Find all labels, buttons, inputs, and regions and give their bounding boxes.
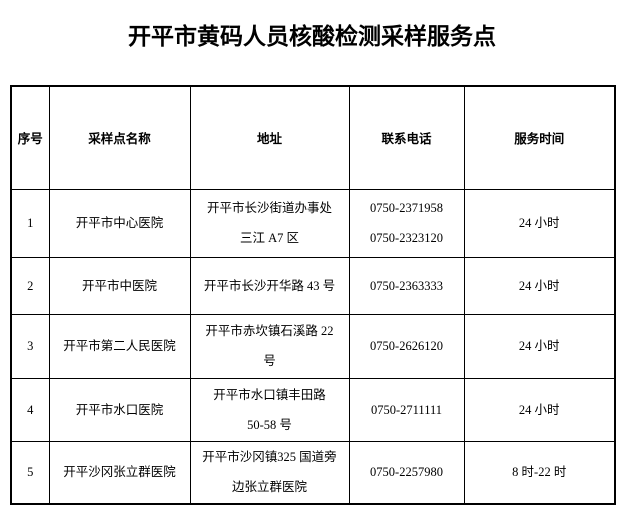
cell-contact-phone: 0750-2626120 — [348, 313, 465, 379]
cell-contact-phone-line: 0750-2257980 — [370, 465, 443, 480]
cell-serial-number-line: 5 — [27, 465, 34, 480]
cell-serial-number-line: 4 — [27, 402, 34, 417]
cell-serial-number: 5 — [10, 440, 50, 505]
cell-address: 开平市长沙街道办事处 三江 A7 区 — [189, 188, 350, 258]
cell-contact-phone: 0750-2711111 — [348, 377, 465, 442]
sampling-points-table: 序号 采样点名称 地址 联系电话 服务时间 1 开平市中心医院 开平市长沙街道办事处… — [10, 85, 616, 505]
cell-contact-phone: 0750-2363333 — [348, 256, 465, 315]
cell-address-line: 开平市沙冈镇325 国道旁 — [202, 450, 337, 465]
cell-contact-phone: 0750-2257980 — [348, 440, 465, 505]
cell-serial-number-line: 1 — [27, 216, 34, 230]
cell-serial-number: 2 — [10, 256, 50, 315]
table-row: 1 开平市中心医院 开平市长沙街道办事处 三江 A7 区 0750-2371958 075… — [10, 188, 616, 258]
cell-service-hours: 24 小时 — [463, 313, 616, 379]
page-title: 开平市黄码人员核酸检测采样服务点 — [128, 24, 496, 49]
cell-service-hours-line: 24 小时 — [518, 216, 560, 230]
cell-sampling-point-name: 开平沙冈张立群医院 — [48, 440, 191, 505]
cell-serial-number: 4 — [10, 377, 50, 442]
cell-sampling-point-name: 开平市第二人民医院 — [48, 313, 191, 379]
header-contact-phone: 联系电话 — [348, 85, 465, 190]
cell-contact-phone-line: 0750-2323120 — [370, 231, 443, 245]
cell-contact-phone: 0750-2371958 0750-2323120 — [348, 188, 465, 258]
cell-address: 开平市沙冈镇325 国道旁 边张立群医院 — [189, 440, 350, 505]
cell-address-line: 50-58 号 — [247, 417, 292, 432]
cell-sampling-point-name-line: 开平市第二人民医院 — [63, 339, 176, 353]
cell-address: 开平市赤坎镇石溪路 22 号 — [189, 313, 350, 379]
table-row: 3 开平市第二人民医院 开平市赤坎镇石溪路 22 号 0750-2626120 24 小时 — [10, 313, 616, 379]
cell-service-hours-line: 8 时-22 时 — [512, 465, 567, 480]
cell-contact-phone-line: 0750-2711111 — [370, 402, 443, 417]
cell-service-hours-line: 24 小时 — [518, 278, 560, 293]
cell-sampling-point-name-line: 开平市水口医院 — [75, 402, 164, 417]
cell-contact-phone-line: 0750-2371958 — [370, 201, 443, 215]
cell-serial-number: 3 — [10, 313, 50, 379]
cell-serial-number: 1 — [10, 188, 50, 258]
header-serial-number: 序号 — [10, 85, 50, 190]
cell-address-line: 开平市长沙街道办事处 — [206, 201, 332, 215]
cell-service-hours: 8 时-22 时 — [463, 440, 616, 505]
table-row: 2 开平市中医院 开平市长沙开华路 43 号 0750-2363333 24 小时 — [10, 256, 616, 315]
cell-sampling-point-name-line: 开平市中心医院 — [75, 216, 164, 230]
cell-address-line: 开平市赤坎镇石溪路 22 — [205, 324, 334, 338]
cell-service-hours: 24 小时 — [463, 256, 616, 315]
cell-address-line: 号 — [263, 354, 276, 368]
cell-sampling-point-name-line: 开平沙冈张立群医院 — [63, 465, 176, 480]
cell-sampling-point-name: 开平市中医院 — [48, 256, 191, 315]
cell-address: 开平市水口镇丰田路 50-58 号 — [189, 377, 350, 442]
cell-service-hours-line: 24 小时 — [518, 402, 560, 417]
cell-service-hours: 24 小时 — [463, 377, 616, 442]
cell-service-hours: 24 小时 — [463, 188, 616, 258]
cell-serial-number-line: 3 — [27, 339, 34, 353]
cell-address: 开平市长沙开华路 43 号 — [189, 256, 350, 315]
header-address: 地址 — [189, 85, 350, 190]
cell-address-line: 开平市水口镇丰田路 — [213, 387, 326, 402]
cell-serial-number-line: 2 — [27, 278, 34, 293]
cell-sampling-point-name: 开平市水口医院 — [48, 377, 191, 442]
header-service-hours: 服务时间 — [463, 85, 616, 190]
cell-sampling-point-name: 开平市中心医院 — [48, 188, 191, 258]
table-header-row: 序号 采样点名称 地址 联系电话 服务时间 — [10, 85, 616, 190]
cell-service-hours-line: 24 小时 — [518, 339, 560, 353]
cell-address-line: 边张立群医院 — [231, 480, 307, 495]
cell-contact-phone-line: 0750-2363333 — [370, 278, 443, 293]
cell-contact-phone-line: 0750-2626120 — [370, 339, 443, 353]
cell-address-line: 开平市长沙开华路 43 号 — [203, 278, 336, 293]
table-row: 4 开平市水口医院 开平市水口镇丰田路 50-58 号 0750-2711111 24 小… — [10, 377, 616, 442]
header-sampling-point-name: 采样点名称 — [48, 85, 191, 190]
cell-address-line: 三江 A7 区 — [239, 231, 300, 245]
table-row: 5 开平沙冈张立群医院 开平市沙冈镇325 国道旁 边张立群医院 0750-225798… — [10, 440, 616, 505]
cell-sampling-point-name-line: 开平市中医院 — [81, 278, 157, 293]
